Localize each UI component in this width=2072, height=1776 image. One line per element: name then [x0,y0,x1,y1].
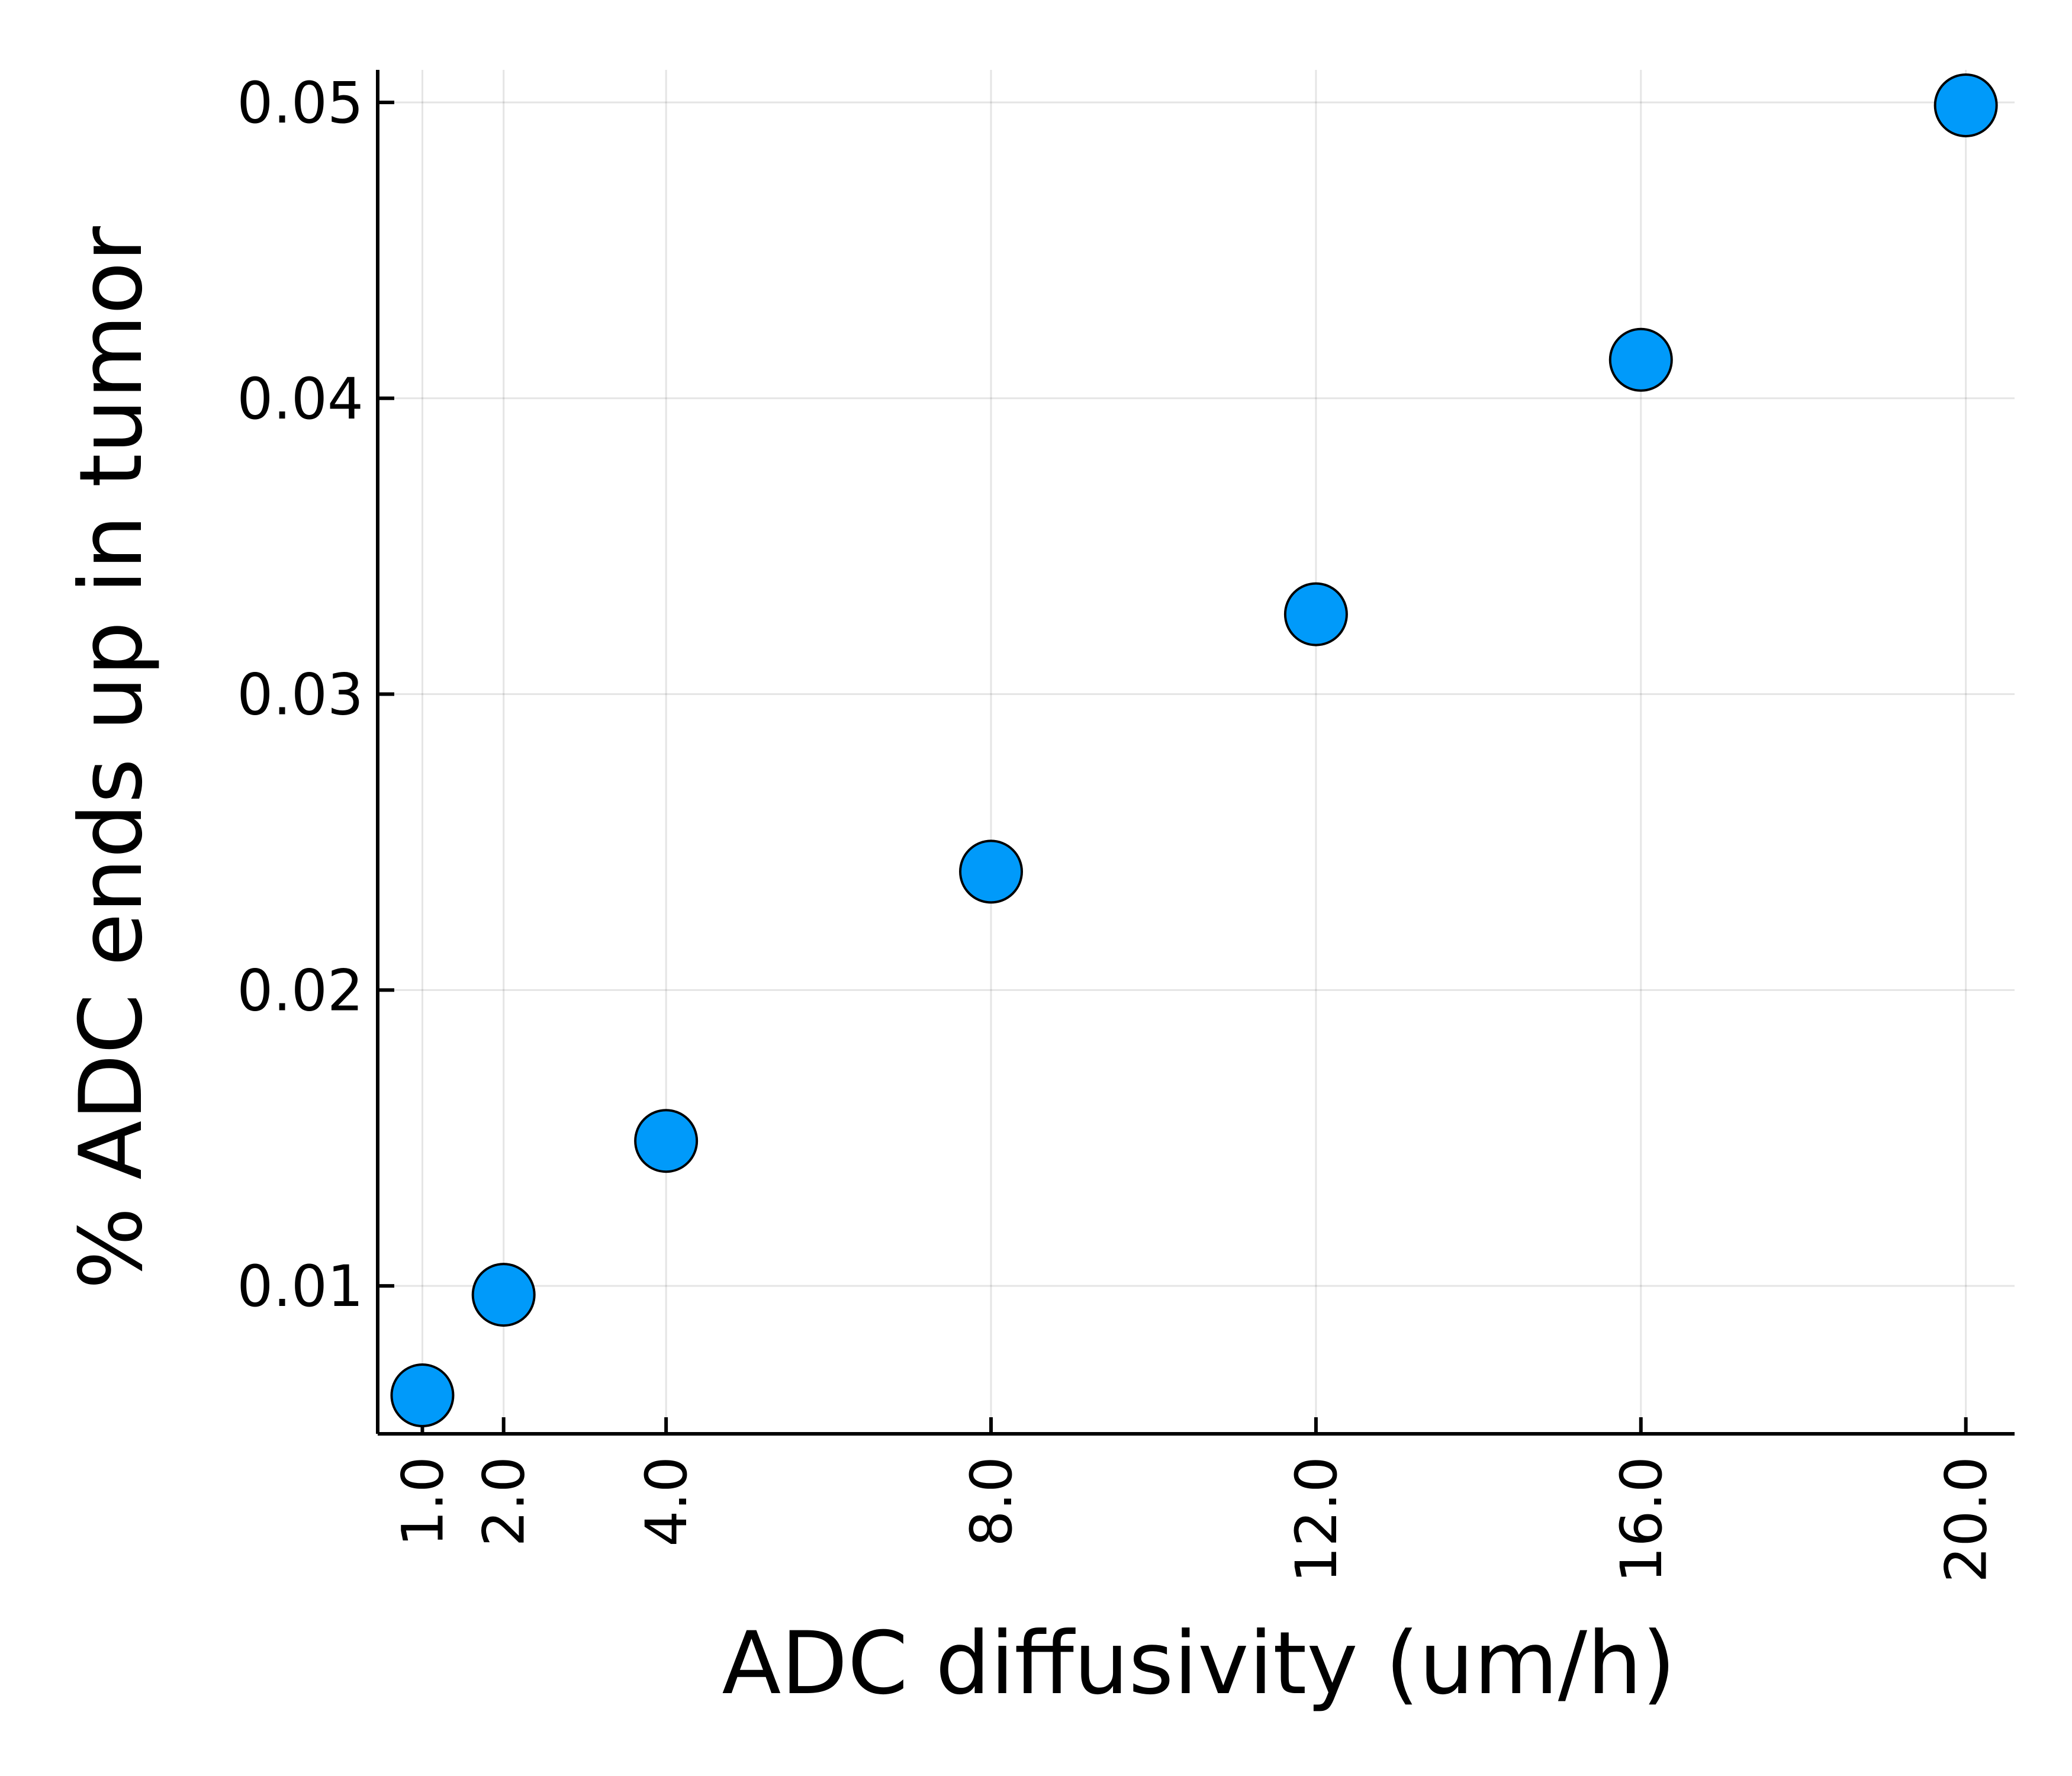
y-axis-title: % ADC ends up in tumor [61,226,162,1289]
x-axis-title: ADC diffusivity (um/h) [722,1613,1675,1714]
x-tick-label: 1.0 [390,1456,456,1547]
axes [376,70,2015,1436]
data-point [390,1363,455,1428]
x-axis-ticks: 1.0 2.0 4.0 8.0 12.0 16.0 20.0 [390,1417,2000,1583]
y-axis-ticks: 0.01 0.02 0.03 0.04 0.05 [237,70,394,1320]
y-tick-label: 0.05 [237,70,363,136]
data-point [1933,73,1998,137]
y-tick-label: 0.03 [237,662,363,728]
data-point [959,839,1024,904]
x-tick-label: 8.0 [958,1456,1025,1547]
x-tick-label: 12.0 [1283,1456,1350,1583]
x-tick-label: 2.0 [471,1456,538,1547]
grid-lines [378,70,2015,1434]
data-point [471,1263,536,1327]
y-tick-label: 0.04 [237,366,363,432]
data-point [1283,582,1348,646]
data-points [390,73,1998,1428]
x-tick-label: 16.0 [1608,1456,1675,1583]
x-tick-label: 4.0 [633,1456,700,1547]
y-tick-label: 0.01 [237,1253,363,1320]
y-tick-label: 0.02 [237,957,363,1024]
data-point [634,1109,699,1173]
data-point [1608,327,1673,392]
x-tick-label: 20.0 [1933,1456,2000,1583]
